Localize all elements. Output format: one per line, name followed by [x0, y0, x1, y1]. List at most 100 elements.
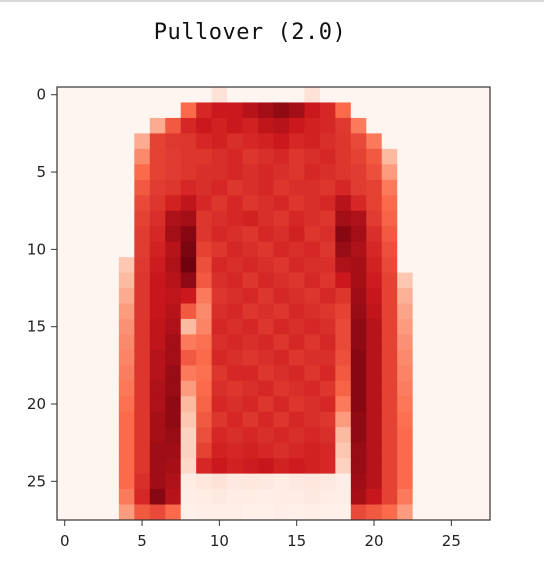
heatmap-cell-r14-c14: [273, 303, 290, 320]
heatmap-cell-r5-c3: [103, 164, 120, 181]
heatmap-cell-r26-c27: [474, 489, 491, 505]
heatmap-cell-r25-c7: [165, 473, 182, 490]
heatmap-cell-r20-c15: [288, 396, 305, 413]
heatmap-cell-r19-c10: [211, 380, 228, 397]
heatmap-cell-r11-c19: [350, 257, 367, 273]
heatmap-cell-r14-c24: [428, 303, 444, 320]
heatmap-cell-r19-c19: [350, 380, 367, 397]
heatmap-cell-r22-c13: [258, 427, 274, 444]
heatmap-cell-r8-c22: [397, 210, 414, 227]
heatmap-cell-r8-c17: [319, 210, 336, 227]
heatmap-cell-r7-c27: [474, 195, 491, 212]
heatmap-cell-r5-c14: [273, 164, 290, 181]
heatmap-cell-r16-c14: [273, 334, 290, 351]
heatmap-cell-r7-c26: [459, 195, 475, 212]
heatmap-cell-r0-c20: [366, 87, 383, 103]
heatmap-cell-r6-c1: [72, 179, 89, 196]
heatmap-cell-r7-c9: [196, 195, 213, 212]
heatmap-cell-r27-c22: [397, 504, 414, 521]
heatmap-cell-r17-c2: [87, 349, 104, 366]
heatmap-cell-r3-c12: [242, 133, 259, 150]
heatmap-cell-r2-c23: [412, 117, 429, 134]
heatmap-cell-r15-c23: [412, 318, 429, 335]
heatmap-cell-r4-c2: [87, 148, 104, 165]
heatmap-cell-r4-c16: [304, 148, 321, 165]
heatmap-cell-r27-c21: [381, 504, 398, 521]
heatmap-cell-r20-c9: [196, 396, 213, 413]
heatmap-cell-r16-c3: [103, 334, 120, 351]
heatmap-cell-r11-c23: [412, 257, 429, 273]
heatmap-cell-r24-c25: [443, 458, 460, 474]
heatmap-cell-r13-c10: [211, 288, 228, 304]
heatmap-cell-r27-c6: [149, 504, 166, 521]
heatmap-cell-r11-c27: [474, 257, 491, 273]
heatmap-cell-r20-c19: [350, 396, 367, 413]
heatmap-cell-r24-c13: [258, 458, 274, 474]
heatmap-cell-r13-c14: [273, 288, 290, 304]
heatmap-cell-r16-c27: [474, 334, 491, 351]
heatmap-cell-r8-c4: [118, 210, 135, 227]
heatmap-cell-r21-c3: [103, 411, 120, 428]
heatmap-cell-r26-c22: [397, 489, 414, 505]
heatmap-cell-r6-c22: [397, 179, 414, 196]
heatmap-cell-r3-c21: [381, 133, 398, 150]
heatmap-cell-r5-c19: [350, 164, 367, 181]
heatmap-cell-r5-c27: [474, 164, 491, 181]
heatmap-cell-r18-c12: [242, 365, 259, 382]
heatmap-cell-r8-c19: [350, 210, 367, 227]
heatmap-cell-r26-c1: [72, 489, 89, 505]
heatmap-cell-r2-c14: [273, 117, 290, 134]
heatmap-cell-r26-c25: [443, 489, 460, 505]
heatmap-cell-r20-c3: [103, 396, 120, 413]
heatmap-cell-r18-c13: [258, 365, 274, 382]
heatmap-cell-r6-c24: [428, 179, 444, 196]
chart-title: Pullover (2.0): [153, 20, 347, 45]
heatmap-cell-r22-c25: [443, 427, 460, 444]
heatmap-cell-r15-c11: [227, 318, 243, 335]
heatmap-cell-r7-c24: [428, 195, 444, 212]
y-tick-label: 0: [36, 86, 46, 104]
x-tick-label: 15: [287, 532, 306, 550]
heatmap-cell-r3-c2: [87, 133, 104, 150]
heatmap-cell-r25-c1: [72, 473, 89, 490]
x-tick-label: 25: [442, 532, 461, 550]
heatmap-cell-r19-c24: [428, 380, 444, 397]
heatmap-cell-r14-c2: [87, 303, 104, 320]
heatmap-cell-r7-c12: [242, 195, 259, 212]
heatmap-cell-r12-c20: [366, 272, 383, 289]
heatmap-cell-r3-c13: [258, 133, 274, 150]
heatmap-cell-r27-c5: [134, 504, 151, 521]
heatmap-cell-r19-c1: [72, 380, 89, 397]
heatmap-cell-r1-c1: [72, 102, 89, 119]
heatmap-cell-r12-c16: [304, 272, 321, 289]
heatmap-cell-r24-c23: [412, 458, 429, 474]
heatmap-cell-r9-c6: [149, 226, 166, 243]
heatmap-cell-r6-c26: [459, 179, 475, 196]
heatmap-cell-r25-c4: [118, 473, 135, 490]
heatmap-cell-r9-c22: [397, 226, 414, 243]
heatmap-cell-r4-c9: [196, 148, 213, 165]
heatmap-cell-r6-c16: [304, 179, 321, 196]
heatmap-cell-r27-c9: [196, 504, 213, 521]
heatmap-cell-r23-c6: [149, 442, 166, 459]
heatmap-cell-r21-c22: [397, 411, 414, 428]
heatmap-cell-r19-c4: [118, 380, 135, 397]
heatmap-cell-r17-c12: [242, 349, 259, 366]
heatmap-cell-r19-c13: [258, 380, 274, 397]
heatmap-cell-r2-c5: [134, 117, 151, 134]
heatmap-cell-r15-c15: [288, 318, 305, 335]
heatmap-cell-r20-c24: [428, 396, 444, 413]
heatmap-cell-r19-c20: [366, 380, 383, 397]
heatmap-cell-r16-c19: [350, 334, 367, 351]
heatmap-cell-r6-c8: [180, 179, 197, 196]
heatmap-cell-r11-c5: [134, 257, 151, 273]
heatmap-cell-r8-c0: [57, 210, 73, 227]
heatmap-cell-r12-c3: [103, 272, 120, 289]
heatmap-cell-r1-c4: [118, 102, 135, 119]
heatmap-cell-r18-c14: [273, 365, 290, 382]
heatmap-cell-r12-c23: [412, 272, 429, 289]
heatmap-cell-r23-c9: [196, 442, 213, 459]
heatmap-cell-r5-c15: [288, 164, 305, 181]
heatmap-cell-r19-c18: [335, 380, 352, 397]
heatmap-cell-r3-c5: [134, 133, 151, 150]
